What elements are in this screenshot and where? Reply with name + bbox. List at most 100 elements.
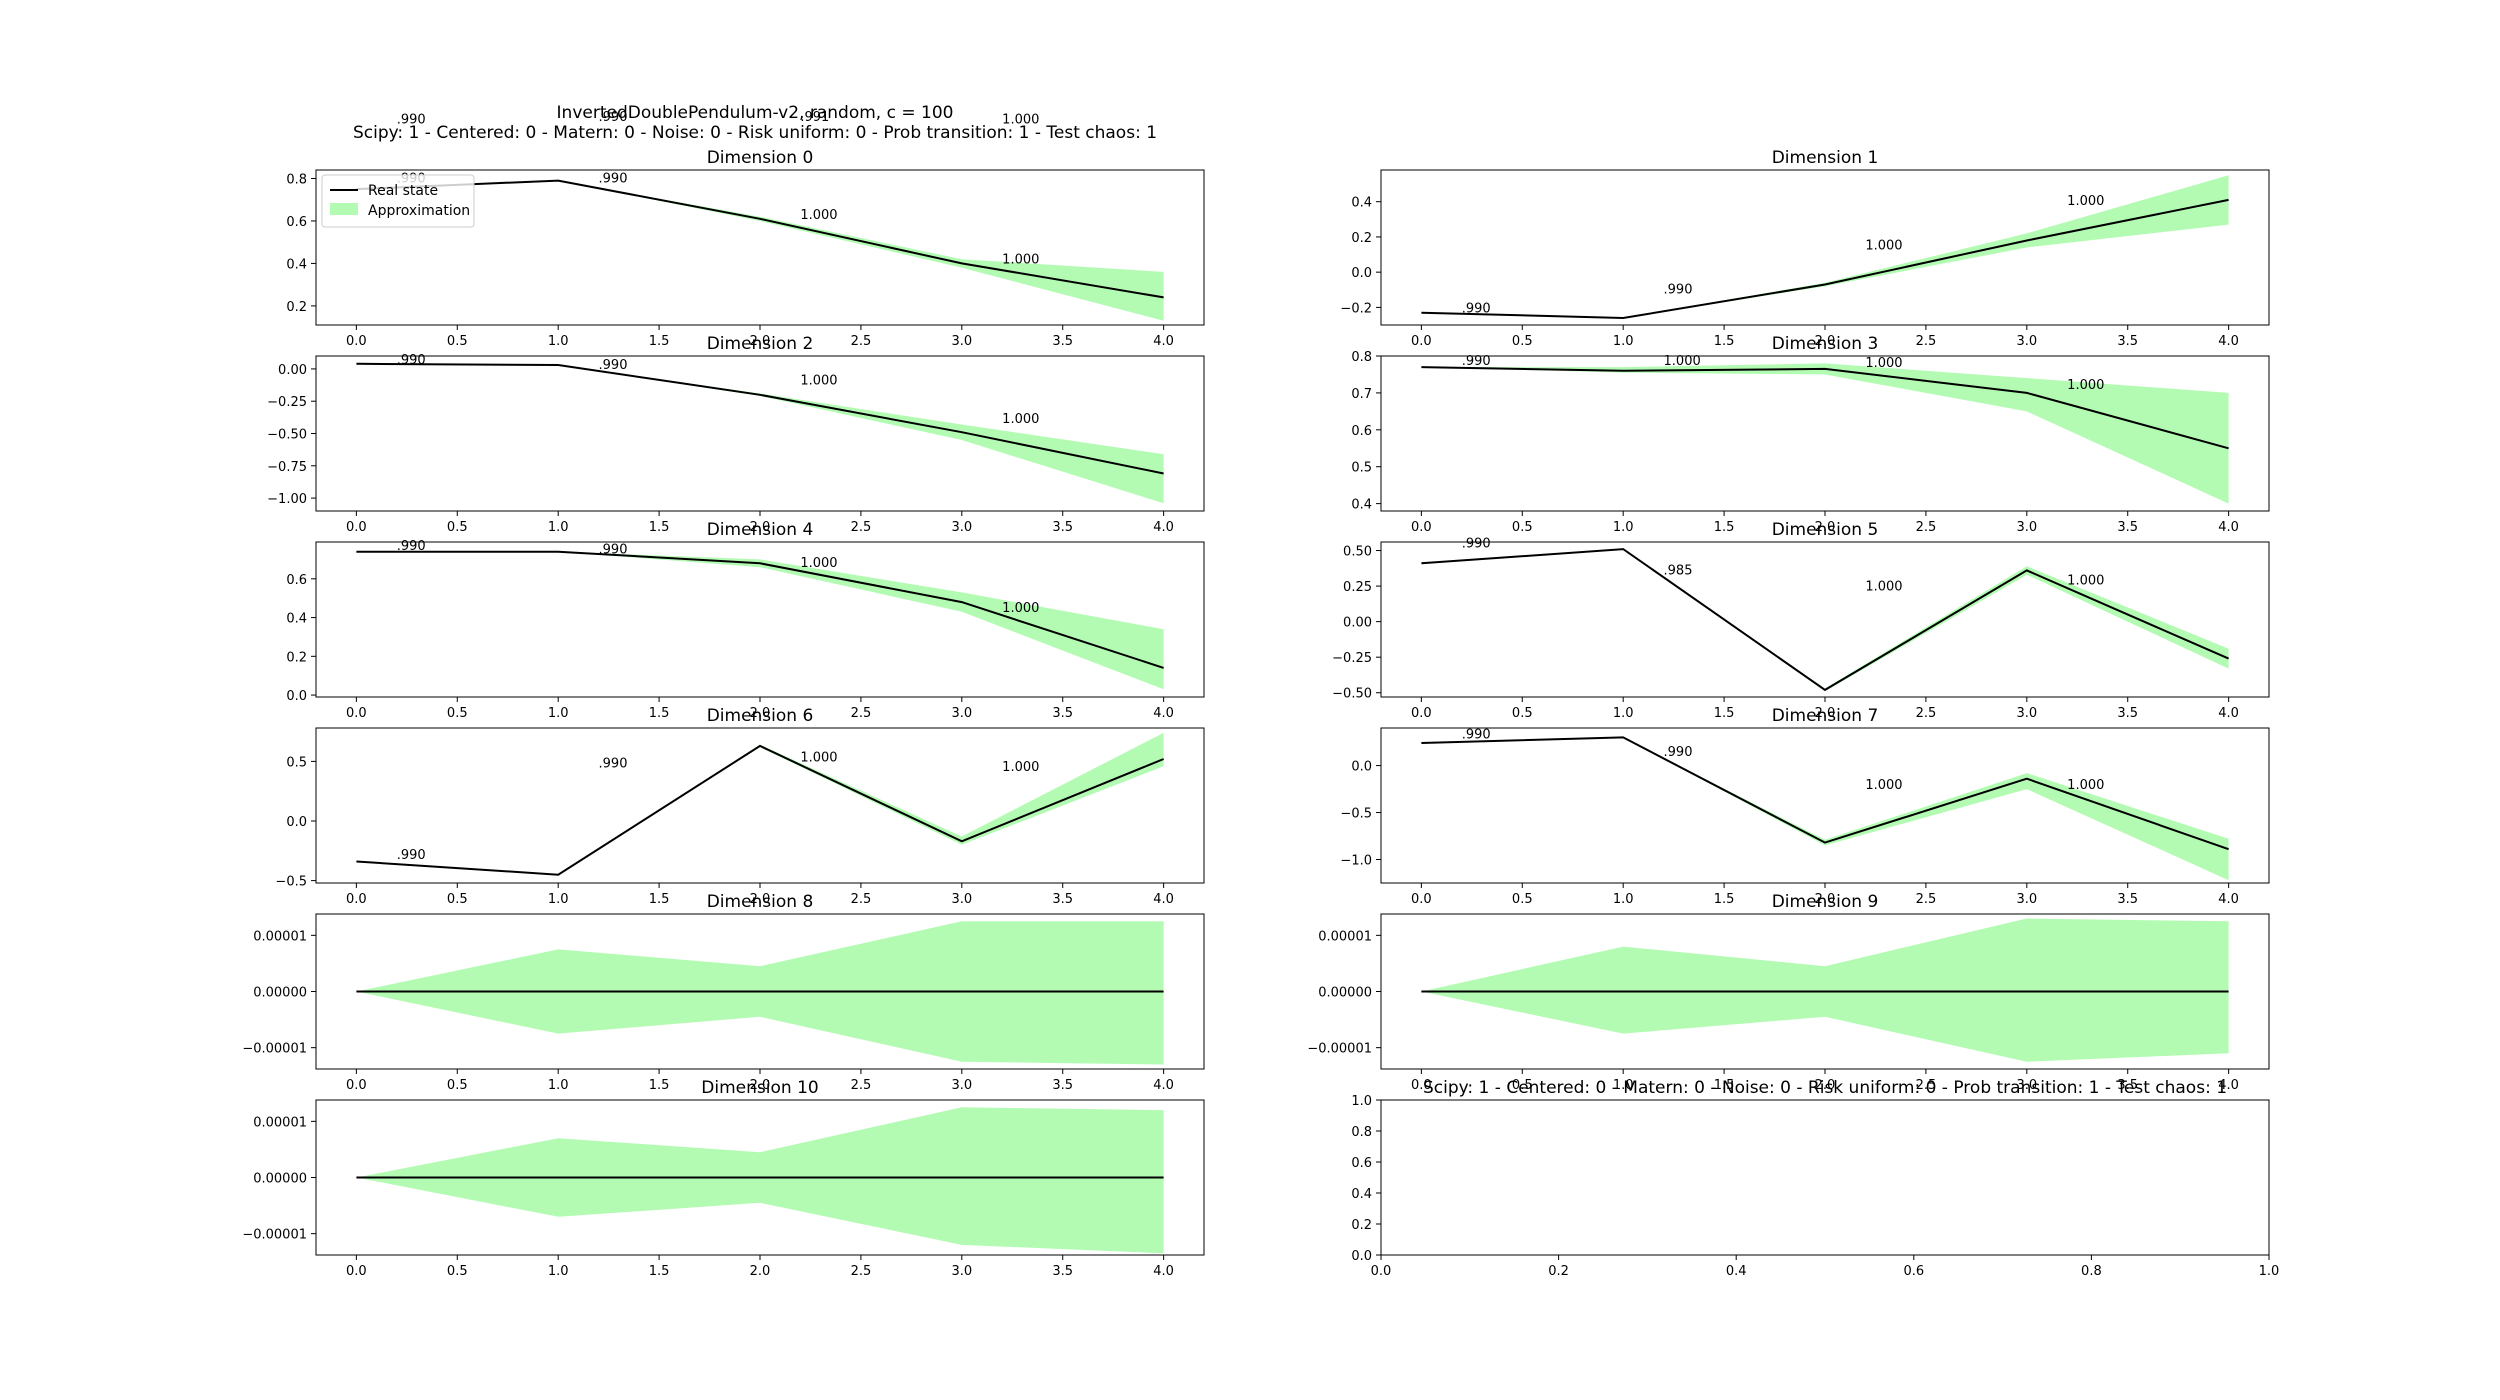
real-state-line <box>356 179 1164 299</box>
y-tick-label: 0.7 <box>1351 387 1372 402</box>
x-tick-label: 2.5 <box>1916 706 1937 721</box>
probability-annotation: 1.000 <box>800 556 837 571</box>
legend: Real state Approximation <box>321 174 475 228</box>
chart-panel-10: 0.0 0.5 1.0 1.5 2.0 2.5 3.0 3.5 4.0 −0.00001 0.000… <box>242 1078 1205 1279</box>
subplot-title: Dimension 4 <box>707 520 814 540</box>
x-tick-label: 2.5 <box>851 706 872 721</box>
approximation-band <box>1421 918 2229 1062</box>
x-tick-label: 0.2 <box>1548 1264 1569 1279</box>
x-tick-label: 1.0 <box>548 334 569 349</box>
probability-annotation: .990 <box>1462 302 1491 317</box>
x-tick-label: 2.0 <box>1815 706 1836 721</box>
y-tick-label: −0.25 <box>267 395 307 410</box>
y-tick-label: 0.0 <box>1351 1249 1372 1264</box>
x-tick-label: 3.5 <box>1052 334 1073 349</box>
y-tick-label: 0.6 <box>1351 424 1372 439</box>
probability-annotation: 1.000 <box>800 750 837 765</box>
x-tick-label: 1.5 <box>649 520 670 535</box>
x-tick-label: 2.0 <box>1815 892 1836 907</box>
x-tick-label: 3.5 <box>1052 1264 1073 1279</box>
x-tick-label: 0.0 <box>346 706 367 721</box>
x-tick-label: 4.0 <box>1153 706 1174 721</box>
y-tick-label: −0.00001 <box>1307 1042 1372 1057</box>
x-tick-label: 0.0 <box>346 520 367 535</box>
probability-annotation: 1.000 <box>2067 574 2104 589</box>
approximation-band <box>356 363 1164 504</box>
axes-frame <box>315 355 1205 512</box>
x-tick-label: 4.0 <box>2218 892 2239 907</box>
real-state-line <box>1421 548 2230 692</box>
x-tick-label: 2.5 <box>851 1264 872 1279</box>
x-tick-label: 3.5 <box>1052 1078 1073 1093</box>
probability-annotation: .990 <box>1664 745 1693 760</box>
x-tick-label: 4.0 <box>1153 334 1174 349</box>
x-tick-label: 3.5 <box>2117 892 2138 907</box>
subplot-title: Dimension 2 <box>707 334 814 354</box>
subplot-title: Dimension 1 <box>1772 148 1879 168</box>
real-state-line <box>1421 366 2229 450</box>
approximation-band <box>356 921 1164 1065</box>
y-tick-label: −0.25 <box>1332 651 1372 666</box>
x-tick-label: 2.5 <box>851 520 872 535</box>
y-tick-label: 0.50 <box>1343 545 1372 560</box>
x-tick-label: 2.0 <box>750 334 771 349</box>
x-tick-label: 2.5 <box>1916 334 1937 349</box>
y-tick-label: 0.0 <box>1351 266 1372 281</box>
x-tick-label: 0.0 <box>1371 1264 1392 1279</box>
x-tick-label: 3.0 <box>2016 706 2037 721</box>
y-tick-label: 0.2 <box>286 650 307 665</box>
x-tick-label: 3.5 <box>1052 520 1073 535</box>
probability-annotation: .990 <box>397 848 426 863</box>
chart-panel-0: 0.0 0.5 1.0 1.5 2.0 2.5 3.0 3.5 4.0 0.2 0.4 0.6 0.8 D… <box>286 110 1205 349</box>
approximation-band <box>356 1107 1164 1254</box>
y-tick-label: 0.00000 <box>1318 986 1372 1001</box>
x-tick-label: 3.0 <box>951 706 972 721</box>
legend-label-real-state: Real state <box>368 183 438 199</box>
x-tick-label: 0.0 <box>346 1264 367 1279</box>
y-tick-label: −1.00 <box>267 492 307 507</box>
chart-panel-3: 0.0 0.5 1.0 1.5 2.0 2.5 3.0 3.5 4.0 0.4 0.5 0.6 0.7 0… <box>1351 334 2270 535</box>
probability-annotation: .990 <box>1462 727 1491 742</box>
probability-annotation: .990 <box>599 756 628 771</box>
chart-panel-5: 0.0 0.5 1.0 1.5 2.0 2.5 3.0 3.5 4.0 −0.50 −0.25 0.0… <box>1332 520 2270 721</box>
x-tick-label: 0.4 <box>1726 1264 1747 1279</box>
x-tick-label: 4.0 <box>2218 520 2239 535</box>
x-tick-label: 1.5 <box>649 706 670 721</box>
probability-annotation: 1.000 <box>1002 112 1039 127</box>
x-tick-label: 0.5 <box>1512 706 1533 721</box>
y-tick-label: 0.00000 <box>253 986 307 1001</box>
y-tick-label: 0.5 <box>1351 461 1372 476</box>
x-tick-label: 2.5 <box>1916 520 1937 535</box>
subplot-title: Scipy: 1 - Centered: 0 - Matern: 0 - Noi… <box>1423 1078 2227 1098</box>
y-tick-label: 0.8 <box>286 172 307 187</box>
x-tick-label: 3.0 <box>951 334 972 349</box>
y-tick-label: 0.8 <box>1351 350 1372 365</box>
y-tick-label: 0.00 <box>1343 616 1372 631</box>
probability-annotation: .990 <box>397 539 426 554</box>
x-tick-label: 2.0 <box>1815 1078 1836 1093</box>
x-tick-label: 3.5 <box>1052 706 1073 721</box>
x-tick-label: 2.0 <box>750 706 771 721</box>
y-tick-label: 0.6 <box>286 573 307 588</box>
y-tick-label: 0.00001 <box>253 1115 307 1130</box>
probability-annotation: .990 <box>599 358 628 373</box>
y-tick-label: 0.6 <box>1351 1156 1372 1171</box>
x-tick-label: 1.5 <box>1714 334 1735 349</box>
x-tick-label: 2.5 <box>1916 892 1937 907</box>
y-tick-label: −0.5 <box>275 875 307 890</box>
subplot-title: Dimension 8 <box>707 892 814 912</box>
y-tick-label: 0.00001 <box>253 929 307 944</box>
probability-annotation: 1.000 <box>1865 778 1902 793</box>
x-tick-label: 2.0 <box>750 1264 771 1279</box>
x-tick-label: 0.5 <box>447 706 468 721</box>
x-tick-label: 0.8 <box>2081 1264 2102 1279</box>
chart-panel-2: 0.0 0.5 1.0 1.5 2.0 2.5 3.0 3.5 4.0 −1.00 −0.75 −0.… <box>267 334 1205 535</box>
y-tick-label: −0.75 <box>267 460 307 475</box>
real-state-line <box>1421 736 2229 851</box>
x-tick-label: 0.0 <box>346 334 367 349</box>
chart-panel-6: 0.0 0.5 1.0 1.5 2.0 2.5 3.0 3.5 4.0 −0.5 0.0 0.5 Dim… <box>275 706 1205 907</box>
x-tick-label: 1.5 <box>1714 1078 1735 1093</box>
x-tick-label: 1.5 <box>1714 706 1735 721</box>
x-tick-label: 3.0 <box>951 892 972 907</box>
legend-band-swatch <box>330 203 358 215</box>
